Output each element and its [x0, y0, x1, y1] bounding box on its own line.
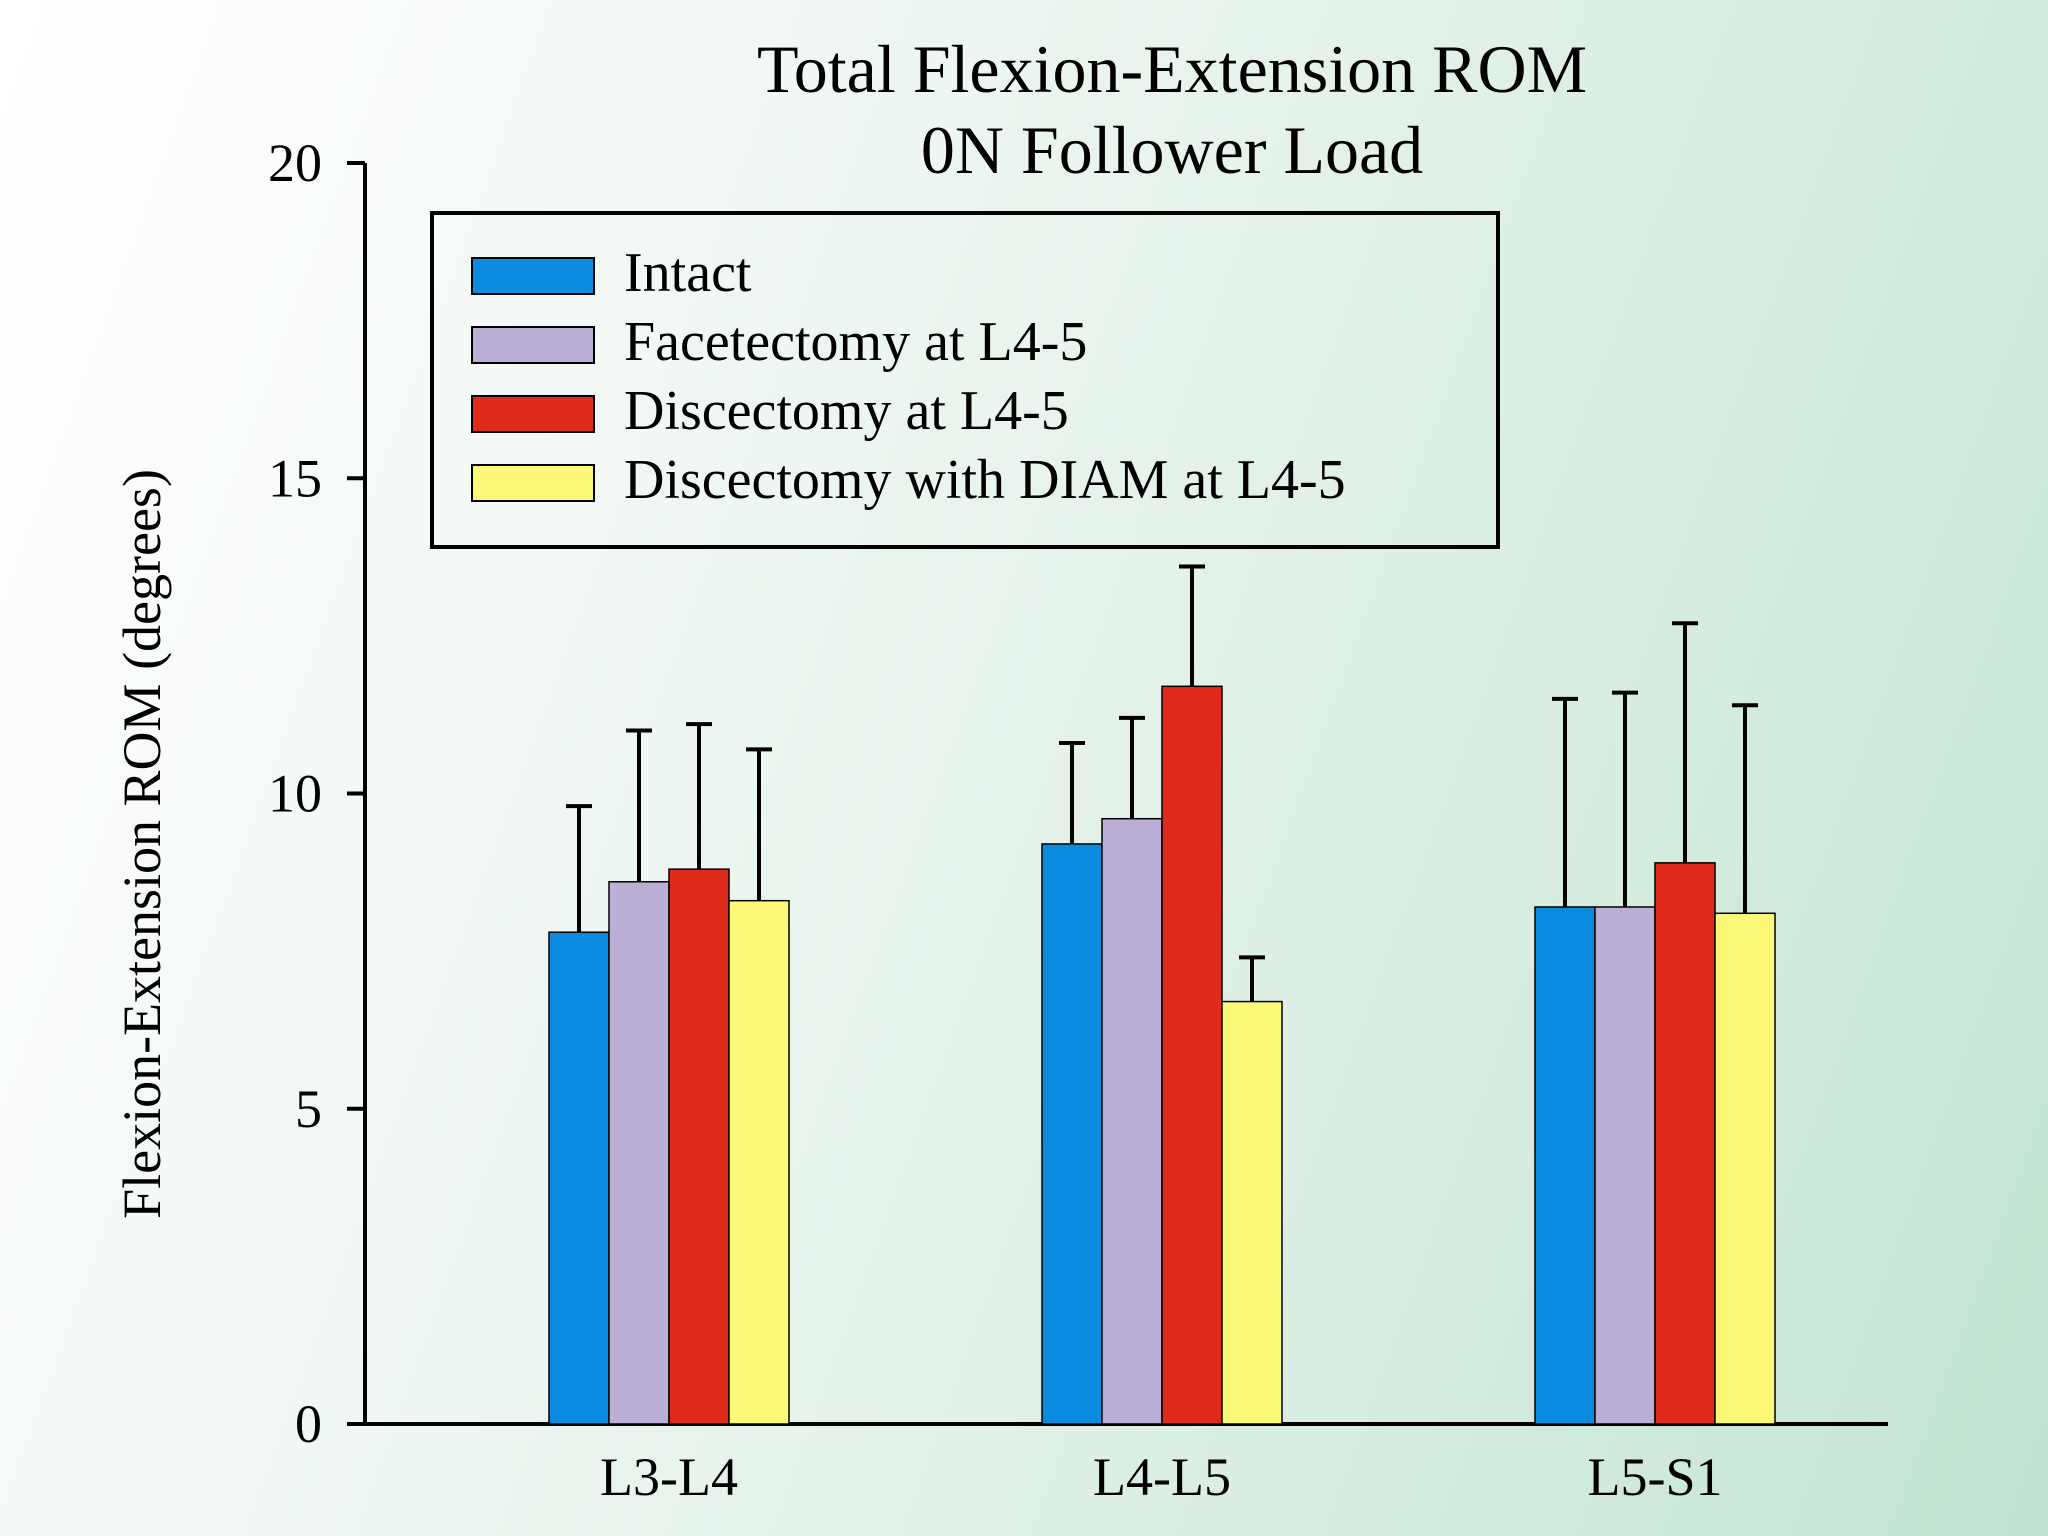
chart-title: Total Flexion-Extension ROM — [757, 31, 1587, 107]
y-axis-label: Flexion-Extension ROM (degrees) — [112, 469, 172, 1219]
y-tick-label: 10 — [268, 764, 322, 824]
legend-swatch — [471, 326, 595, 364]
legend-label: Facetectomy at L4-5 — [624, 311, 1087, 373]
chart-subtitle: 0N Follower Load — [921, 112, 1423, 188]
legend: Intact Facetectomy at L4-5 Discectomy at L… — [430, 211, 1500, 549]
y-tick-label: 20 — [268, 133, 322, 193]
legend-label: Discectomy at L4-5 — [624, 380, 1069, 442]
y-tick-label: 5 — [295, 1079, 322, 1139]
bar — [1161, 685, 1223, 1425]
bar — [1101, 817, 1163, 1425]
plot-area: 0 5 10 15 20 L3-L4 L4-L5 L5-S1 — [268, 133, 1888, 1507]
x-tick-label: L3-L4 — [600, 1447, 738, 1507]
bar — [1221, 1000, 1283, 1425]
bar — [1534, 906, 1596, 1425]
legend-swatch — [471, 464, 595, 502]
bar — [728, 899, 790, 1425]
legend-swatch — [471, 257, 595, 295]
bar — [1041, 843, 1103, 1425]
bar — [668, 868, 730, 1425]
legend-box — [430, 211, 1500, 549]
bar — [1594, 906, 1656, 1425]
bar — [1714, 912, 1776, 1425]
y-tick-label: 0 — [295, 1394, 322, 1454]
legend-swatch — [471, 395, 595, 433]
bar — [1654, 862, 1716, 1425]
y-tick-label: 15 — [268, 448, 322, 508]
x-tick-label: L4-L5 — [1093, 1447, 1231, 1507]
bar — [548, 931, 610, 1425]
x-tick-label: L5-S1 — [1588, 1447, 1723, 1507]
legend-label: Discectomy with DIAM at L4-5 — [624, 449, 1346, 511]
legend-label: Intact — [624, 242, 752, 304]
bar — [608, 881, 670, 1425]
